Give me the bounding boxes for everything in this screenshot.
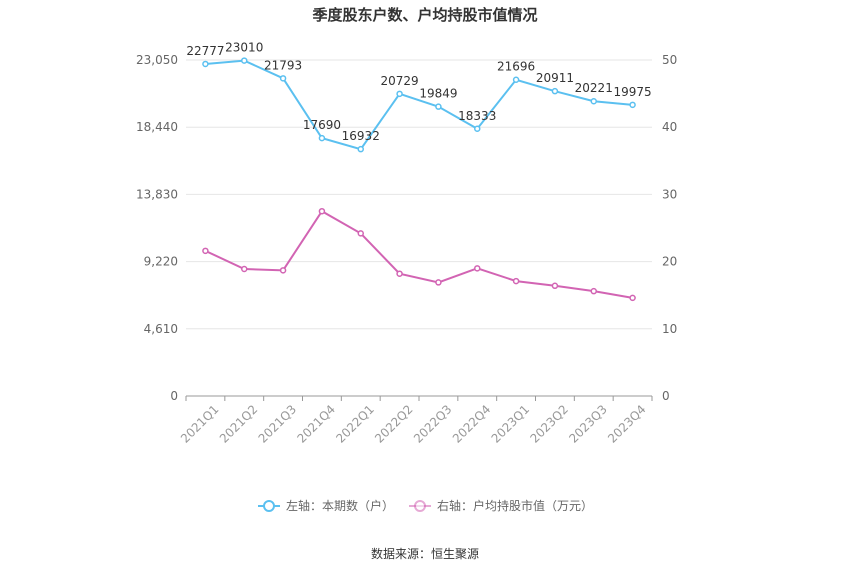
left-axis-tick-label: 0 bbox=[170, 389, 178, 403]
x-axis-tick-label: 2022Q3 bbox=[411, 402, 455, 446]
legend: 左轴：本期数（户） 右轴：户均持股市值（万元） bbox=[258, 498, 593, 513]
series-1-point bbox=[318, 134, 326, 142]
series-1-point bbox=[474, 125, 481, 133]
series-1-data-label: 18333 bbox=[458, 109, 496, 123]
series-2-point bbox=[590, 287, 597, 295]
series-2-point bbox=[357, 230, 364, 237]
series-1-point bbox=[512, 76, 520, 83]
series-1-data-label: 22777 bbox=[186, 44, 224, 58]
legend-label-2: 右轴：户均持股市值（万元） bbox=[437, 498, 593, 513]
left-axis-tick-label: 4,610 bbox=[144, 322, 178, 336]
right-axis-tick-label: 20 bbox=[662, 255, 677, 269]
left-axis-ticks: 0 4,610 9,220 13,830 18,440 23,050 bbox=[136, 53, 178, 403]
series-1-data-label: 20221 bbox=[575, 81, 613, 95]
source-value: 恒生聚源 bbox=[431, 547, 480, 561]
series-2-point bbox=[202, 247, 209, 255]
left-axis-tick-label: 13,830 bbox=[136, 187, 178, 201]
left-axis-tick-label: 9,220 bbox=[144, 255, 178, 269]
x-axis-tick-label: 2023Q4 bbox=[605, 402, 649, 446]
series-1-point bbox=[396, 90, 403, 98]
series-1-data-label: 21696 bbox=[497, 60, 535, 74]
series-2-point bbox=[629, 294, 636, 302]
series-1-point bbox=[629, 101, 636, 109]
series-1-data-label: 20729 bbox=[380, 74, 418, 88]
series-2-point bbox=[435, 279, 442, 286]
series-2-point bbox=[318, 207, 326, 215]
series-1-data-label: 16932 bbox=[342, 129, 380, 143]
right-axis-ticks: 0 10 20 30 40 50 bbox=[662, 53, 677, 403]
series-1-data-label: 19849 bbox=[419, 87, 457, 101]
series-1-data-label: 17690 bbox=[303, 118, 341, 132]
legend-marker-2 bbox=[414, 500, 426, 512]
x-axis-tick-label: 2021Q3 bbox=[256, 402, 300, 446]
x-axis-tick-label: 2023Q2 bbox=[527, 402, 571, 446]
x-axis-tick-label: 2022Q1 bbox=[333, 402, 377, 446]
series-2-point bbox=[241, 265, 248, 273]
x-axis-tick-label: 2022Q4 bbox=[450, 402, 494, 446]
left-axis-tick-label: 18,440 bbox=[136, 120, 178, 134]
data-source: 数据来源：恒生聚源 bbox=[0, 545, 850, 562]
series-1-point bbox=[241, 57, 248, 64]
series-line-2 bbox=[204, 209, 633, 299]
series-1-point bbox=[202, 60, 209, 68]
series-1-point bbox=[590, 97, 597, 105]
series-2-point bbox=[512, 277, 520, 285]
x-axis-tick-label: 2023Q3 bbox=[566, 402, 610, 446]
x-axis-tick-label: 2021Q1 bbox=[178, 402, 222, 446]
x-axis-tick-label: 2021Q2 bbox=[217, 402, 261, 446]
x-axis-tick-label: 2023Q1 bbox=[489, 402, 533, 446]
series-2-point bbox=[551, 282, 559, 290]
right-axis-tick-label: 0 bbox=[662, 389, 670, 403]
series-1-data-label: 20911 bbox=[536, 71, 574, 85]
right-axis-tick-label: 10 bbox=[662, 322, 677, 336]
x-axis-tick-label: 2021Q4 bbox=[294, 402, 338, 446]
series-2-point bbox=[279, 267, 287, 274]
series-1-point bbox=[435, 103, 442, 110]
series-2-point bbox=[474, 265, 481, 272]
series-1-point bbox=[551, 87, 559, 95]
series-line-1 bbox=[205, 59, 633, 151]
legend-marker-1 bbox=[263, 500, 275, 512]
x-axis-tick-label: 2022Q2 bbox=[372, 402, 416, 446]
right-axis-tick-label: 30 bbox=[662, 187, 677, 201]
series-1-data-label: 23010 bbox=[225, 41, 263, 55]
grid-lines bbox=[186, 59, 652, 397]
series-1-data-label: 21793 bbox=[264, 58, 302, 72]
legend-label-1: 左轴：本期数（户） bbox=[286, 498, 394, 513]
right-axis-tick-label: 40 bbox=[662, 120, 677, 134]
left-axis-tick-label: 23,050 bbox=[136, 53, 178, 67]
right-axis-tick-label: 50 bbox=[662, 53, 677, 67]
chart-title: 季度股东户数、户均持股市值情况 bbox=[312, 6, 538, 24]
x-axis-ticks: 2021Q12021Q22021Q32021Q42022Q12022Q22022… bbox=[178, 396, 653, 446]
series-1-point bbox=[279, 75, 287, 82]
series-2-point bbox=[396, 270, 403, 277]
series-1-data-label: 19975 bbox=[613, 85, 651, 99]
series-1-point bbox=[357, 145, 364, 153]
source-label: 数据来源： bbox=[370, 547, 431, 561]
